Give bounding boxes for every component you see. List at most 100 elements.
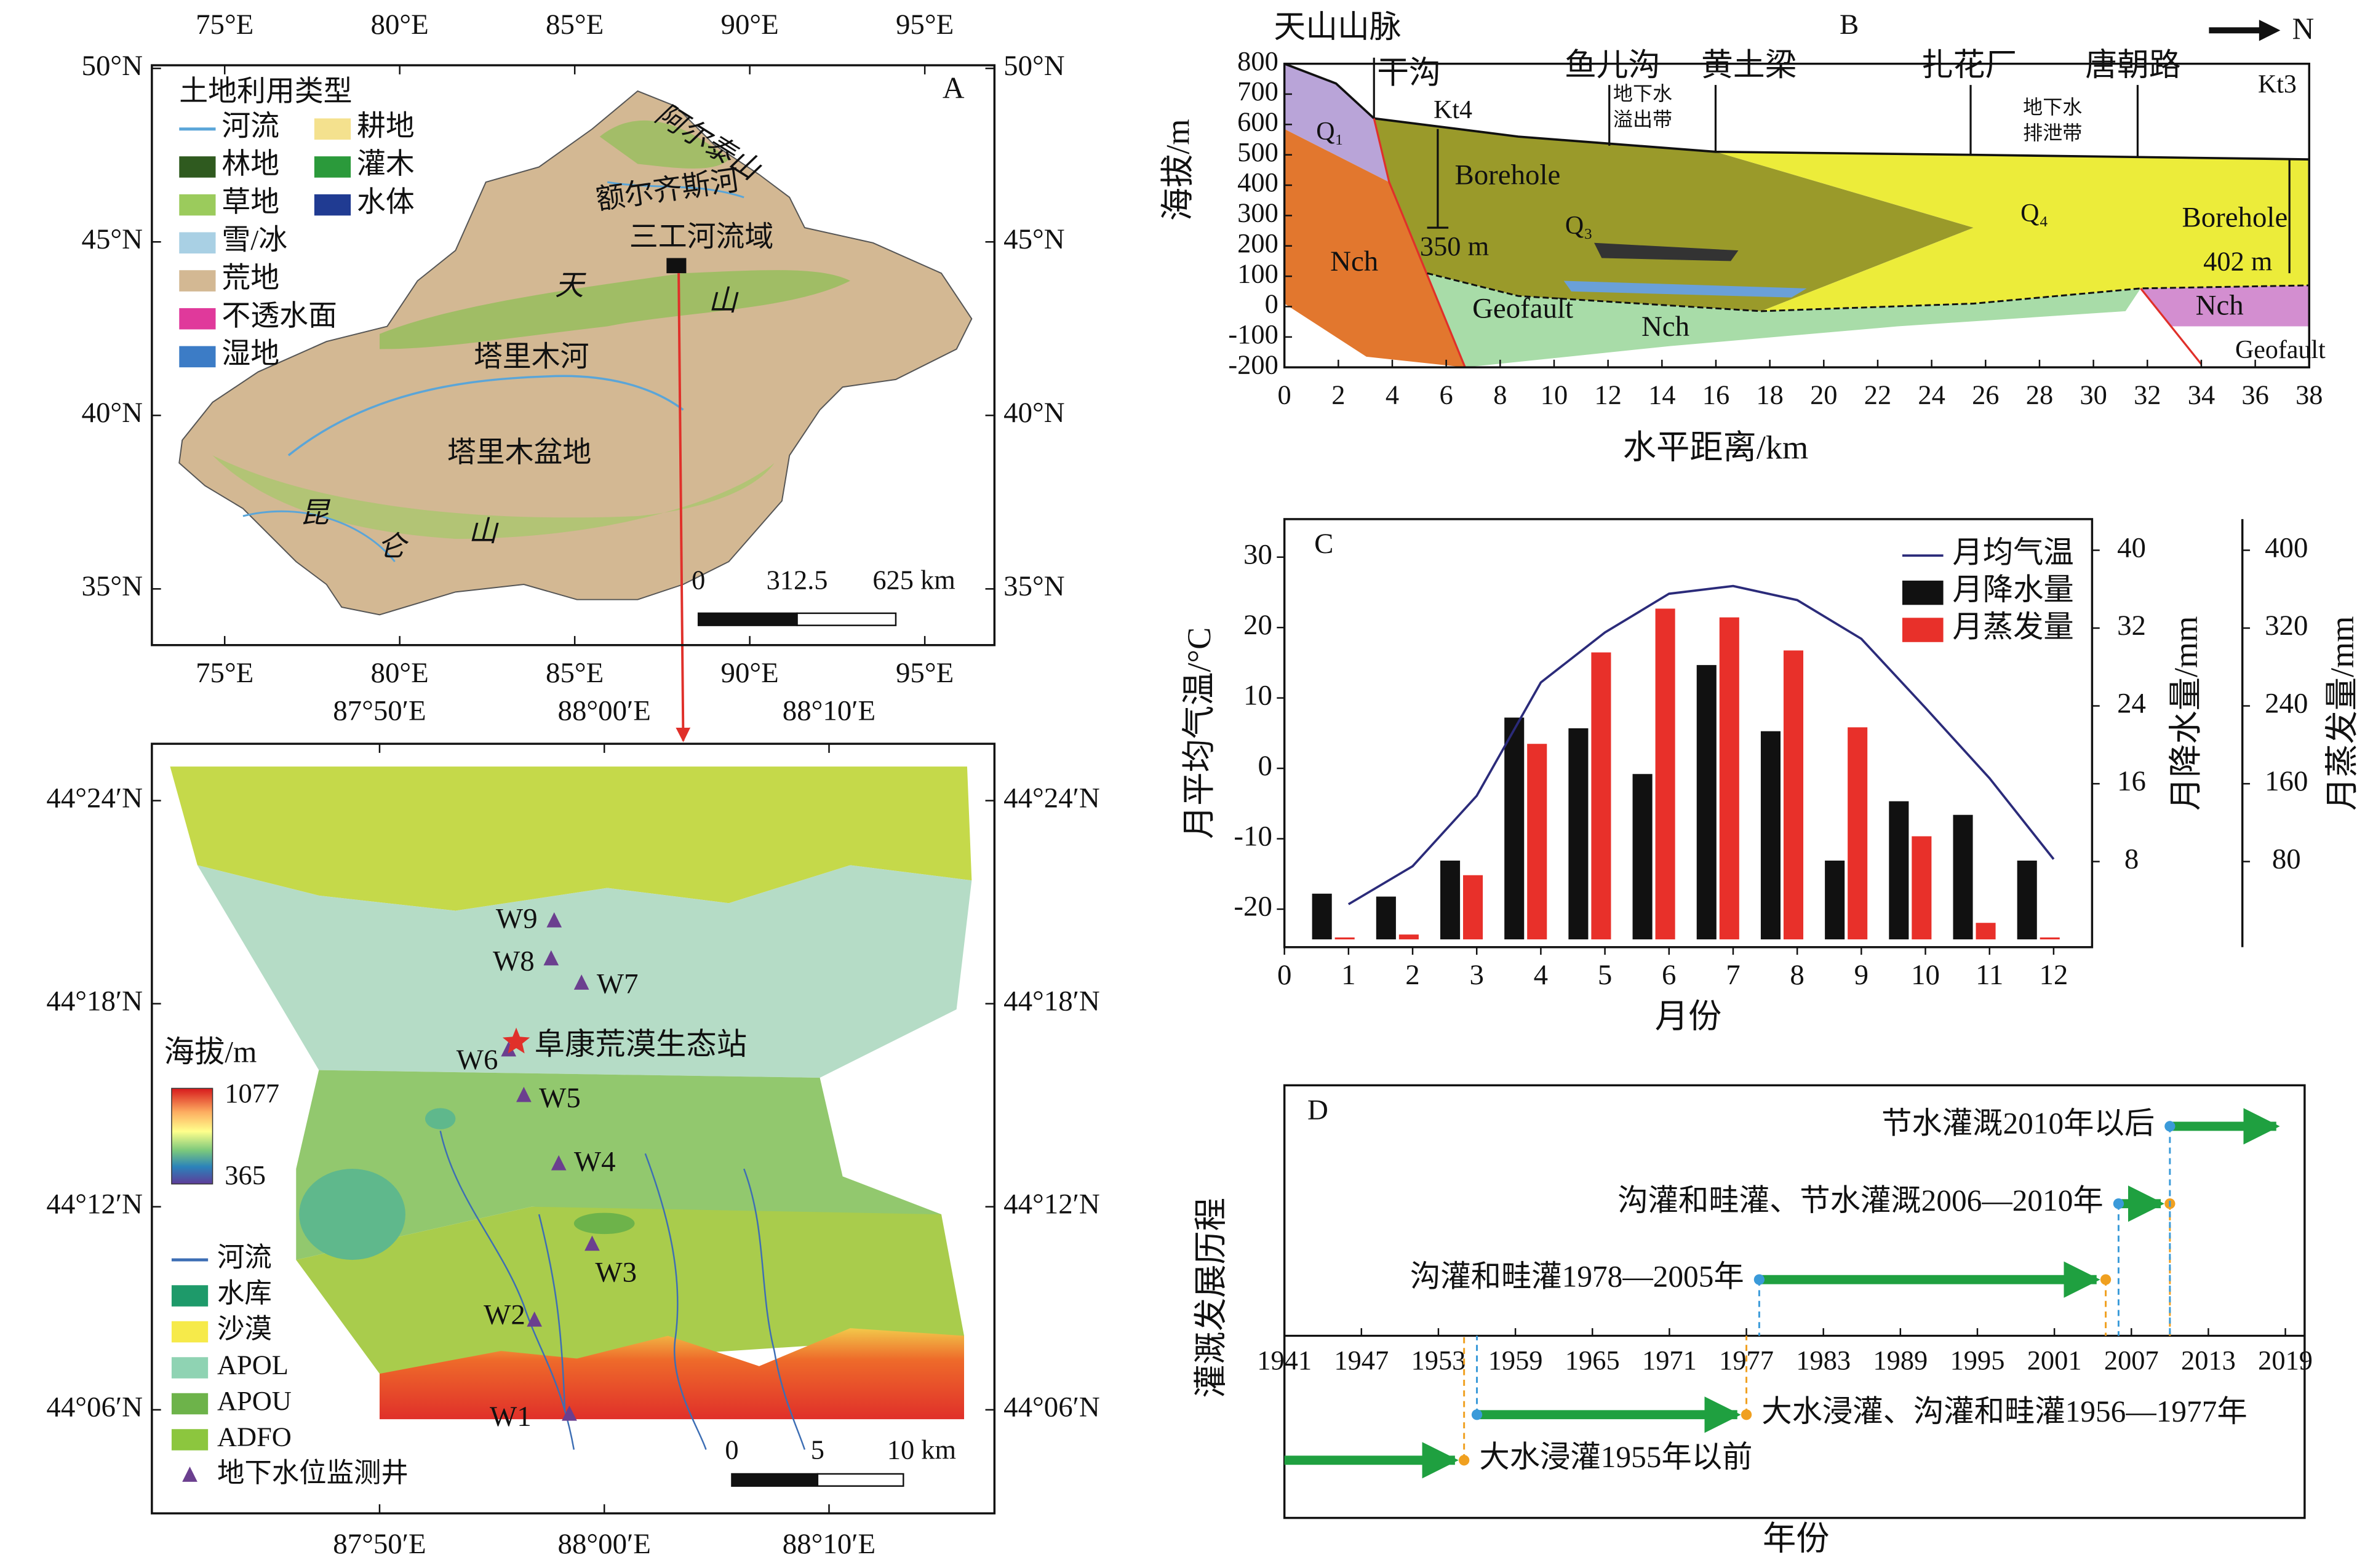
section-label: 黄土梁 xyxy=(1701,48,1797,83)
section-label: 扎花厂 xyxy=(1921,48,2017,83)
bar xyxy=(1591,652,1611,940)
y3-tick-label: 400 xyxy=(2265,531,2308,563)
x-tick-label: 14 xyxy=(1648,380,1675,410)
scale-label: 5 xyxy=(811,1435,824,1465)
zone xyxy=(197,865,972,1078)
scale-segment xyxy=(697,612,798,626)
bar xyxy=(2017,861,2037,940)
x-tick-label: 1959 xyxy=(1488,1345,1543,1375)
bar xyxy=(1825,861,1845,940)
legend-marker xyxy=(171,1393,209,1415)
end-dot xyxy=(1741,1409,1752,1420)
y-axis-label: 月平均气温/°C xyxy=(1181,627,1218,839)
well-label: W1 xyxy=(490,1401,532,1433)
y-tick-label: 44°12′N xyxy=(1003,1188,1100,1220)
north-label: N xyxy=(2292,12,2315,46)
section-label: 天山山脉 xyxy=(1274,10,1401,45)
colorbar-title: 海拔/m xyxy=(164,1035,257,1069)
overview-map xyxy=(178,90,973,742)
fault xyxy=(2140,287,2203,365)
bar xyxy=(1889,801,1909,940)
scale-segment xyxy=(816,1473,904,1487)
bar xyxy=(1760,731,1781,940)
well-label: W4 xyxy=(574,1145,616,1177)
scale-segment xyxy=(731,1473,819,1487)
contact xyxy=(1427,272,2310,312)
y3-tick-label: 320 xyxy=(2265,610,2308,642)
legend-marker xyxy=(1902,618,1944,642)
x-tick-label: 22 xyxy=(1864,380,1891,410)
y-tick-label: -100 xyxy=(1228,319,1278,349)
bar xyxy=(1783,650,1804,940)
legend-marker xyxy=(179,346,216,368)
mountain-vegetation xyxy=(379,270,850,349)
scale-segment xyxy=(796,612,897,626)
scale-label: 312.5 xyxy=(767,565,828,595)
place-label: 塔里木河 xyxy=(474,341,589,373)
bar xyxy=(1376,896,1396,940)
legend-label: 月蒸发量 xyxy=(1952,610,2073,643)
y-axis-label: 海拔/m xyxy=(1159,119,1196,221)
section-label: 402 m xyxy=(2203,246,2272,277)
section-label: Nch xyxy=(1641,311,1689,343)
legend-label: 雪/冰 xyxy=(221,225,287,257)
x-tick-label: 2 xyxy=(1405,959,1419,991)
x-tick-label: 1 xyxy=(1341,959,1355,991)
reservoir xyxy=(425,1108,456,1129)
legend-label: 湿地 xyxy=(221,338,279,370)
y-tick-label: 45°N xyxy=(1003,223,1064,255)
geologic-section xyxy=(1283,20,2310,368)
well xyxy=(516,1086,532,1102)
y-tick-label: 40°N xyxy=(1003,397,1064,429)
reservoir xyxy=(299,1169,405,1260)
section-label: 排泄带 xyxy=(2023,122,2082,144)
place-label: 塔里木盆地 xyxy=(447,437,591,469)
bar xyxy=(1632,774,1653,940)
x-tick-label: 18 xyxy=(1756,380,1783,410)
y-tick-label: 44°18′N xyxy=(1003,985,1100,1017)
x-tick-label: 85°E xyxy=(546,657,604,689)
x-tick-label: 6 xyxy=(1662,959,1676,991)
well xyxy=(527,1311,543,1327)
x-tick-label: 2007 xyxy=(2104,1345,2159,1375)
station-star xyxy=(502,1027,530,1054)
x-tick-label: 38 xyxy=(2295,380,2323,410)
x-tick-label: 12 xyxy=(1594,380,1621,410)
unit xyxy=(1284,63,1389,183)
well-label: W3 xyxy=(595,1257,637,1289)
well-label: W6 xyxy=(457,1044,498,1076)
x-tick-label: 36 xyxy=(2241,380,2268,410)
legend-marker xyxy=(1902,580,1944,605)
legend-marker xyxy=(314,194,351,216)
legend-label: 河流 xyxy=(217,1241,272,1272)
y-tick-label: 600 xyxy=(1237,106,1278,137)
bar xyxy=(1463,875,1483,940)
legend-label: 耕地 xyxy=(357,111,415,143)
bar xyxy=(1568,728,1589,940)
bar xyxy=(1655,608,1675,940)
period-label: 大水浸灌、沟灌和畦灌1956—1977年 xyxy=(1761,1395,2247,1428)
y-tick-label: 35°N xyxy=(82,570,143,602)
y-tick-label: 800 xyxy=(1237,46,1278,76)
y-tick-label: -10 xyxy=(1234,820,1272,852)
unit xyxy=(1427,273,2141,368)
x-tick-label: 30 xyxy=(2080,380,2107,410)
bar xyxy=(1398,934,1419,940)
x-tick-label: 16 xyxy=(1702,380,1729,410)
y-axis-label: 灌溉发展历程 xyxy=(1193,1198,1230,1398)
x-tick-label: 1941 xyxy=(1257,1345,1312,1375)
y3-axis-label: 月蒸发量/mm xyxy=(2324,616,2361,811)
section-label: 溢出带 xyxy=(1613,108,1672,130)
well xyxy=(551,1155,567,1171)
scale-label: 10 km xyxy=(887,1435,956,1465)
legend-label: 不透水面 xyxy=(221,300,337,332)
x-tick-label: 80°E xyxy=(371,9,429,41)
section-label: Q₁ xyxy=(1316,117,1344,146)
y-tick-label: 20 xyxy=(1243,609,1272,641)
end-dot xyxy=(2100,1274,2112,1285)
legend-marker xyxy=(314,118,351,140)
section-label: Borehole xyxy=(1454,159,1560,191)
lens xyxy=(1563,281,1807,298)
legend-label: 灌木 xyxy=(357,148,415,180)
